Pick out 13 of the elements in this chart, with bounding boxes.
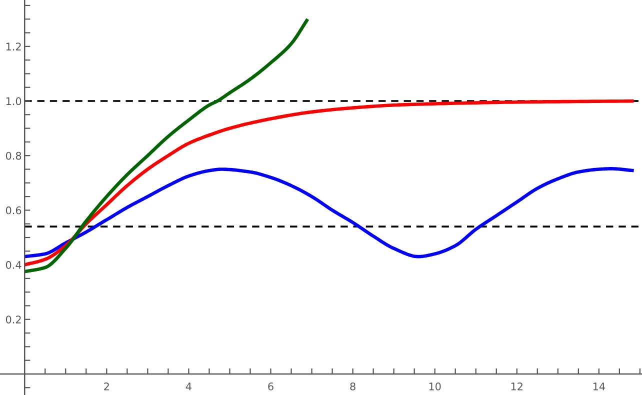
x-tick-label: 14 xyxy=(593,382,605,390)
x-tick-label: 8 xyxy=(350,382,356,390)
x-tick-label: 6 xyxy=(268,382,274,390)
y-tick-label: 1.2 xyxy=(6,42,21,50)
y-tick-label: 0.4 xyxy=(6,261,22,269)
y-tick-label: 1.0 xyxy=(6,97,22,106)
y-tick-label: 0.8 xyxy=(6,152,22,160)
x-tick-label: 10 xyxy=(429,382,441,390)
x-tick-label: 12 xyxy=(511,382,522,390)
y-tick-label: 0.2 xyxy=(6,316,21,324)
x-tick-label: 4 xyxy=(186,382,192,390)
x-tick-label: 2 xyxy=(104,382,109,390)
y-tick-label: 0.6 xyxy=(6,206,22,214)
